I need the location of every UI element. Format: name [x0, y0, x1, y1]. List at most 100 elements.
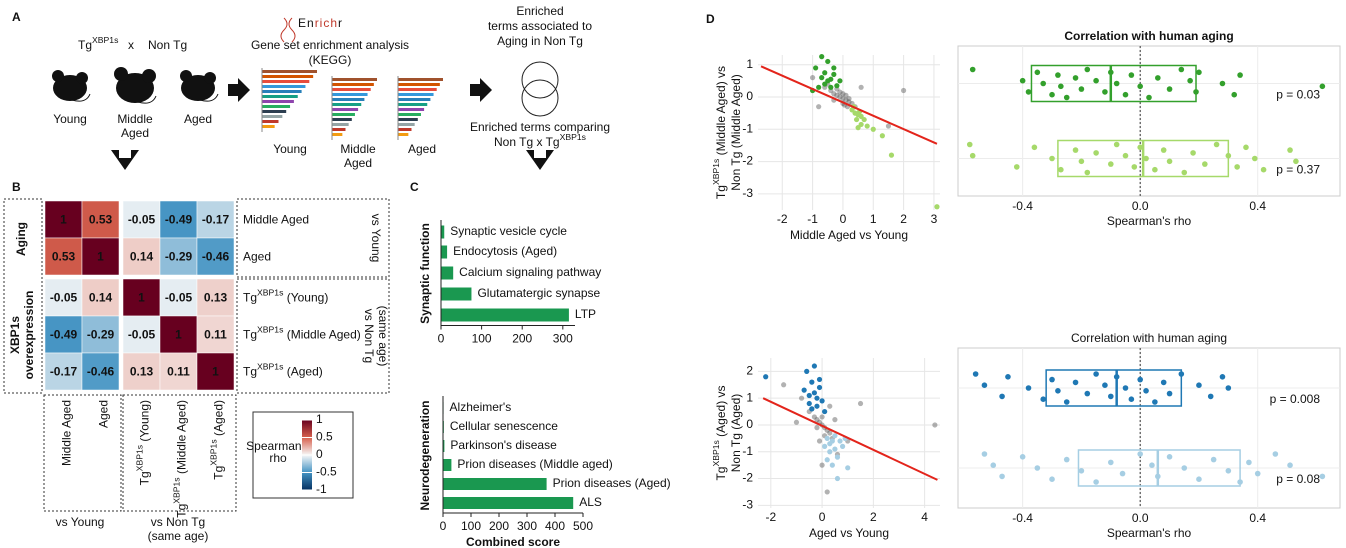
- strip-point: [1128, 396, 1135, 403]
- colorbar-tick-label: 0: [316, 447, 323, 461]
- point: [843, 97, 849, 103]
- point: [816, 376, 823, 383]
- heatmap-cell: [159, 237, 198, 276]
- p-value-label: p = 0.08: [1276, 472, 1320, 486]
- mini-bar: [398, 83, 440, 86]
- strip-point: [1049, 91, 1055, 98]
- point: [831, 91, 837, 97]
- strip-point: [1137, 376, 1143, 383]
- point: [819, 54, 825, 60]
- fit-line: [760, 65, 938, 145]
- row-label: Middle Aged: [243, 213, 309, 227]
- point: [858, 84, 864, 90]
- point: [846, 95, 852, 102]
- mini-bar: [398, 78, 443, 81]
- strip-point: [1049, 376, 1055, 383]
- box: [1077, 449, 1241, 487]
- strip-point: [1122, 152, 1129, 159]
- point: [804, 368, 810, 374]
- strip-point: [1143, 388, 1149, 394]
- row-label-rest: (Aged): [283, 365, 322, 379]
- point: [834, 454, 841, 460]
- bar: [441, 308, 569, 322]
- strip-point: [1149, 462, 1155, 469]
- cell-label: 1: [60, 213, 67, 227]
- strip-point: [1055, 72, 1061, 78]
- group-box: [122, 394, 237, 512]
- cell-label: 1: [138, 291, 145, 305]
- strip-point: [1122, 91, 1129, 98]
- point: [829, 438, 835, 444]
- y-axis-label-sup: XBP1s: [711, 159, 721, 185]
- x-tick-label: 400: [545, 519, 565, 533]
- strip-point: [1078, 158, 1085, 165]
- strip-point: [1207, 393, 1214, 400]
- group-label: Aging: [14, 222, 28, 256]
- mini-bar: [262, 75, 314, 78]
- bar: [441, 266, 454, 280]
- point: [934, 204, 940, 210]
- x-tick-label: 0.0: [1132, 511, 1149, 525]
- cell-label: -0.49: [165, 213, 193, 227]
- point: [831, 71, 837, 77]
- column-label-base: Tg: [212, 466, 226, 480]
- x-tick-label: 0: [840, 212, 847, 226]
- point: [839, 443, 846, 449]
- group-label: Neurodegeneration: [418, 400, 432, 510]
- x-tick-label: 200: [489, 519, 509, 533]
- bar-label: Calcium signaling pathway: [459, 265, 601, 279]
- strip-point: [1219, 374, 1226, 380]
- mini-bar: [332, 83, 374, 86]
- mouse-label: Aged: [121, 126, 149, 140]
- box: [1030, 64, 1197, 103]
- strip-point: [1293, 158, 1299, 165]
- point: [816, 438, 823, 444]
- x-tick-label: -1: [807, 212, 818, 226]
- point: [819, 414, 825, 420]
- strip-point: [1025, 385, 1032, 391]
- colorbar-tick-label: -1: [316, 482, 327, 496]
- mini-bar: [262, 110, 287, 113]
- strip-point: [1078, 86, 1085, 92]
- logo-part: r: [338, 16, 343, 30]
- y-tick-label: -2: [742, 471, 753, 485]
- logo: Enrichr: [298, 16, 343, 30]
- column-label: TgXBP1s (Young): [135, 400, 152, 485]
- heatmap-cell: [44, 237, 83, 276]
- mini-bar: [332, 78, 377, 81]
- bar: [441, 287, 472, 301]
- arrow: [470, 78, 492, 102]
- point: [827, 449, 833, 455]
- cell-label: 0.13: [204, 291, 228, 305]
- mini-bar: [398, 98, 431, 101]
- venn-label: Non Tg x TgXBP1s: [494, 132, 586, 149]
- heatmap-cell: [81, 278, 120, 317]
- strip-point: [999, 473, 1005, 480]
- mini-bar: [332, 118, 352, 121]
- strip-point: [1058, 83, 1064, 90]
- strip-point: [1181, 465, 1188, 471]
- point: [811, 363, 817, 369]
- y-tick-label: 0: [746, 89, 753, 103]
- x-tick-label: 3: [931, 212, 938, 226]
- point: [827, 430, 833, 436]
- strip-point: [1093, 371, 1099, 377]
- heatmap-cell: [122, 237, 161, 276]
- mini-bar: [262, 115, 283, 118]
- heatmap-cell: [44, 278, 83, 317]
- strip-point: [1287, 147, 1293, 153]
- group-label: vs Non Tg: [151, 515, 205, 529]
- bar-label: Prion diseases (Middle aged): [457, 457, 612, 471]
- mini-bar: [262, 105, 291, 108]
- point: [870, 126, 876, 132]
- strip-point: [1084, 66, 1091, 73]
- column-label-sup: XBP1s: [209, 439, 219, 465]
- strip-point: [1128, 72, 1135, 78]
- point: [793, 419, 800, 425]
- cell-label: 0.11: [167, 365, 190, 379]
- point: [837, 438, 843, 444]
- bar: [443, 459, 452, 471]
- strip-point: [1084, 169, 1091, 176]
- group-label: vs Non Tg: [362, 309, 376, 363]
- venn-label-base: Non Tg x Tg: [494, 135, 560, 149]
